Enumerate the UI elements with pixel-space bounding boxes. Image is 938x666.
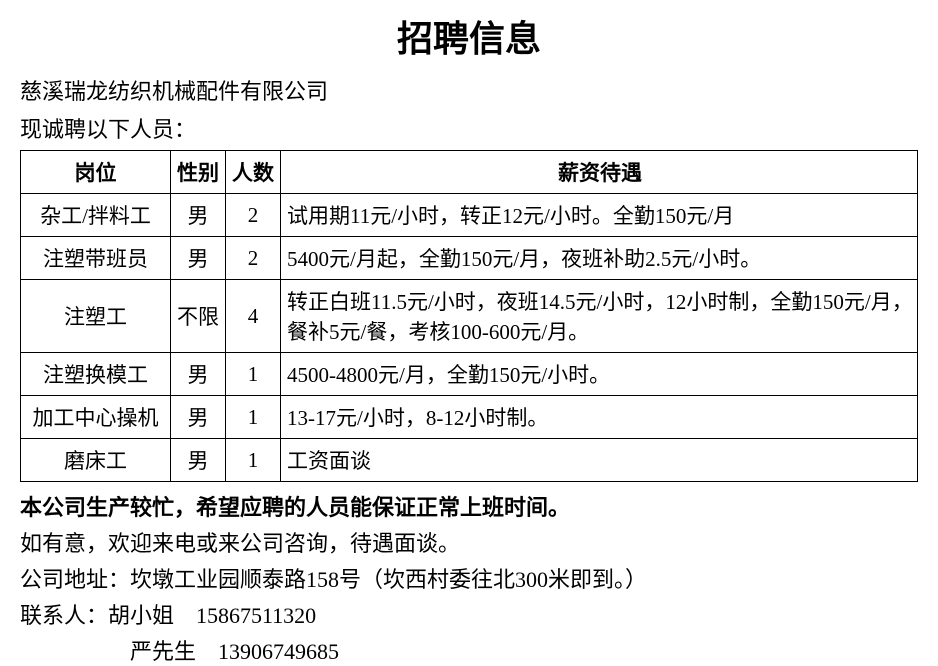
- cell-count: 4: [226, 280, 281, 353]
- table-header-row: 岗位 性别 人数 薪资待遇: [21, 151, 918, 194]
- cell-salary: 4500-4800元/月，全勤150元/小时。: [281, 353, 918, 396]
- contact-intro: 如有意，欢迎来电或来公司咨询，待遇面谈。: [20, 526, 918, 558]
- notice: 本公司生产较忙，希望应聘的人员能保证正常上班时间。: [20, 490, 918, 522]
- cell-count: 1: [226, 439, 281, 482]
- header-gender: 性别: [171, 151, 226, 194]
- header-count: 人数: [226, 151, 281, 194]
- job-table: 岗位 性别 人数 薪资待遇 杂工/拌料工 男 2 试用期11元/小时，转正12元…: [20, 150, 918, 482]
- table-row: 注塑工 不限 4 转正白班11.5元/小时，夜班14.5元/小时，12小时制，全…: [21, 280, 918, 353]
- cell-count: 1: [226, 396, 281, 439]
- table-row: 注塑换模工 男 1 4500-4800元/月，全勤150元/小时。: [21, 353, 918, 396]
- cell-count: 2: [226, 194, 281, 237]
- cell-salary: 13-17元/小时，8-12小时制。: [281, 396, 918, 439]
- contact-2: 严先生 13906749685: [20, 634, 918, 666]
- cell-salary: 工资面谈: [281, 439, 918, 482]
- cell-position: 杂工/拌料工: [21, 194, 171, 237]
- cell-position: 注塑带班员: [21, 237, 171, 280]
- table-row: 磨床工 男 1 工资面谈: [21, 439, 918, 482]
- cell-gender: 男: [171, 439, 226, 482]
- cell-salary: 试用期11元/小时，转正12元/小时。全勤150元/月: [281, 194, 918, 237]
- company-name: 慈溪瑞龙纺织机械配件有限公司: [20, 74, 918, 106]
- cell-gender: 男: [171, 237, 226, 280]
- table-body: 杂工/拌料工 男 2 试用期11元/小时，转正12元/小时。全勤150元/月 注…: [21, 194, 918, 482]
- page-title: 招聘信息: [20, 10, 918, 62]
- header-position: 岗位: [21, 151, 171, 194]
- cell-count: 1: [226, 353, 281, 396]
- cell-position: 加工中心操机: [21, 396, 171, 439]
- table-row: 注塑带班员 男 2 5400元/月起，全勤150元/月，夜班补助2.5元/小时。: [21, 237, 918, 280]
- cell-salary: 5400元/月起，全勤150元/月，夜班补助2.5元/小时。: [281, 237, 918, 280]
- cell-gender: 男: [171, 194, 226, 237]
- cell-gender: 不限: [171, 280, 226, 353]
- cell-position: 注塑工: [21, 280, 171, 353]
- contact-1: 联系人：胡小姐 15867511320: [20, 598, 918, 630]
- address: 公司地址：坎墩工业园顺泰路158号（坎西村委往北300米即到。）: [20, 562, 918, 594]
- table-row: 杂工/拌料工 男 2 试用期11元/小时，转正12元/小时。全勤150元/月: [21, 194, 918, 237]
- cell-position: 磨床工: [21, 439, 171, 482]
- cell-gender: 男: [171, 396, 226, 439]
- cell-salary: 转正白班11.5元/小时，夜班14.5元/小时，12小时制，全勤150元/月，餐…: [281, 280, 918, 353]
- cell-position: 注塑换模工: [21, 353, 171, 396]
- hiring-line: 现诚聘以下人员：: [20, 112, 918, 144]
- table-row: 加工中心操机 男 1 13-17元/小时，8-12小时制。: [21, 396, 918, 439]
- cell-gender: 男: [171, 353, 226, 396]
- cell-count: 2: [226, 237, 281, 280]
- header-salary: 薪资待遇: [281, 151, 918, 194]
